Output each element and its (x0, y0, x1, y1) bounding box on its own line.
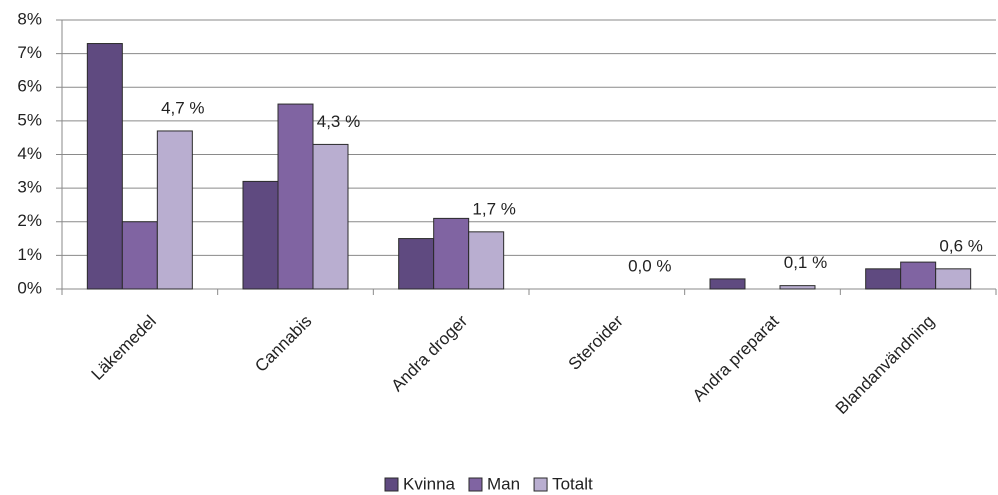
y-tick-label: 8% (17, 9, 42, 28)
legend-swatch (533, 477, 548, 492)
y-tick-label: 0% (17, 278, 42, 297)
bar (398, 238, 435, 290)
bar (468, 231, 505, 290)
bar (865, 268, 902, 290)
x-tick-label: Steroider (565, 311, 627, 373)
y-tick-label: 2% (17, 211, 42, 230)
legend-swatch (468, 477, 483, 492)
y-tick-label: 7% (17, 43, 42, 62)
bar (709, 278, 746, 290)
value-label: 0,0 % (628, 256, 671, 275)
legend-label: Man (487, 474, 520, 493)
y-tick-label: 5% (17, 110, 42, 129)
y-tick-label: 6% (17, 77, 42, 96)
bar (86, 43, 123, 290)
y-tick-label: 1% (17, 245, 42, 264)
x-tick-label: Cannabis (251, 312, 315, 376)
bar (779, 285, 816, 290)
value-label: 1,7 % (472, 199, 515, 218)
x-tick-label: Blandanvändning (832, 312, 938, 418)
value-label: 4,7 % (161, 98, 204, 117)
bar (277, 103, 314, 290)
legend-label: Kvinna (403, 474, 456, 493)
value-label: 4,3 % (317, 112, 360, 131)
bar (121, 221, 158, 290)
y-tick-label: 3% (17, 178, 42, 197)
y-tick-label: 4% (17, 144, 42, 163)
bar (156, 130, 193, 290)
x-tick-label: Andra preparat (689, 311, 783, 405)
x-tick-label: Läkemedel (88, 312, 160, 384)
x-tick-label: Andra droger (388, 311, 472, 395)
bar (242, 180, 279, 290)
value-label: 0,1 % (784, 253, 827, 272)
bar (433, 217, 470, 290)
bar (312, 143, 349, 290)
value-label: 0,6 % (939, 236, 982, 255)
legend-swatch (384, 477, 399, 492)
legend-label: Totalt (552, 474, 593, 493)
bar (935, 268, 972, 290)
bar (900, 261, 937, 290)
